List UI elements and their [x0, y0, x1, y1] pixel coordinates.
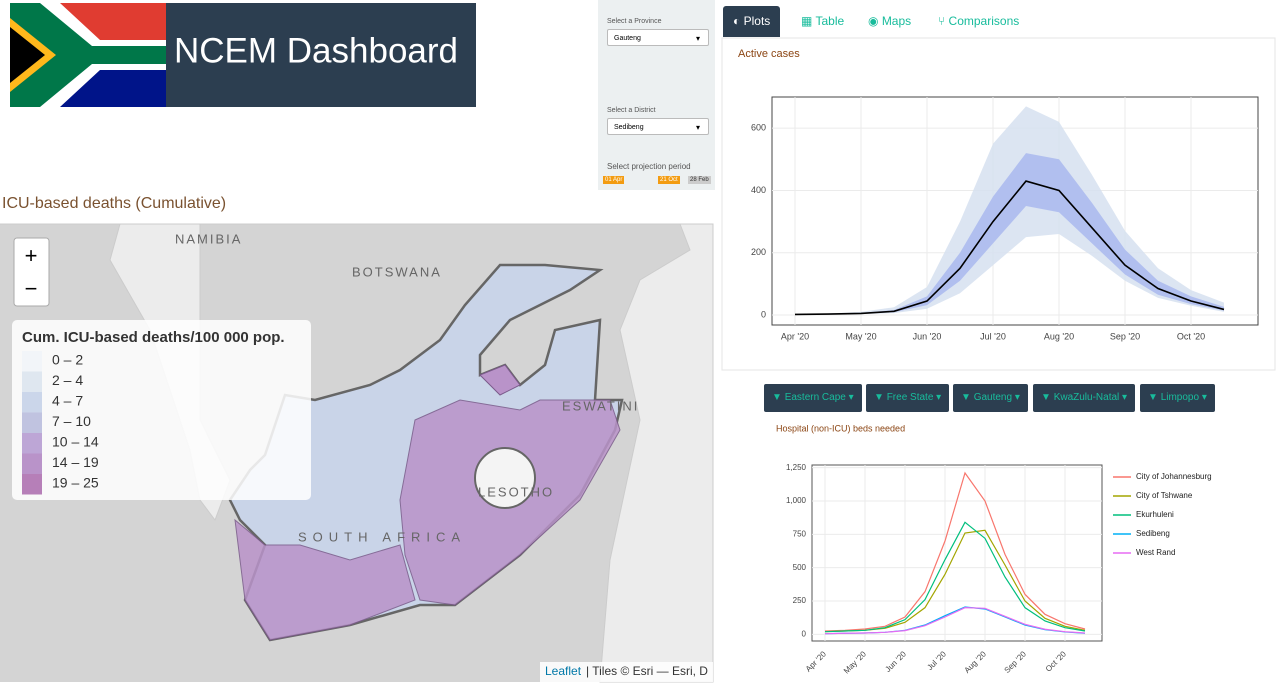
x-tick-label: Jul '20: [980, 331, 1006, 341]
chart-title: Active cases: [738, 48, 800, 60]
lesotho: [474, 447, 536, 509]
legend-label: 19 – 25: [52, 475, 99, 491]
button-label: KwaZulu-Natal: [1053, 392, 1120, 403]
legend-swatch: [22, 474, 42, 495]
legend-label: 10 – 14: [52, 434, 99, 450]
legend-swatch: [22, 412, 42, 433]
label: Select a District: [607, 107, 656, 114]
region-southwest: [234, 518, 416, 641]
tab-label: Comparisons: [948, 14, 1020, 28]
tab[interactable]: ⑂ Comparisons: [938, 14, 1020, 28]
y-tick-label: 1,000: [786, 496, 807, 505]
x-tick-label: May '20: [845, 331, 876, 341]
tab-label: Table: [815, 14, 845, 28]
band: [795, 153, 1224, 315]
district-select[interactable]: Sedibeng: [607, 118, 709, 136]
slider-max: 28 Feb: [688, 176, 711, 184]
map-title: ICU-based deaths (Cumulative): [2, 195, 226, 212]
province-button[interactable]: ▼ Gauteng ▾: [953, 384, 1028, 412]
region-gauteng: [479, 364, 521, 396]
attribution-link[interactable]: Leaflet: [545, 664, 582, 678]
label: Select a Province: [607, 18, 662, 25]
x-tick-label: Jun '20: [913, 331, 942, 341]
button-label: Eastern Cape: [784, 392, 846, 403]
x-tick-label: Jun '20: [883, 649, 908, 674]
slider-start[interactable]: 01 Apr: [603, 176, 625, 184]
chart-title: Hospital (non-ICU) beds needed: [776, 423, 905, 433]
attribution: | Tiles © Esri — Esri, D: [586, 664, 708, 678]
legend-label: 0 – 2: [52, 352, 83, 368]
legend-box: [12, 320, 311, 500]
y-tick-label: 0: [802, 629, 807, 638]
zoom-in[interactable]: +: [25, 243, 38, 268]
x-tick-label: Apr '20: [804, 649, 829, 674]
legend-label: Ekurhuleni: [1136, 510, 1174, 519]
flag: [10, 3, 166, 107]
legend-label: 14 – 19: [52, 454, 99, 470]
header-title: NCEM Dashboard: [174, 31, 458, 70]
x-tick-label: Sep '20: [1110, 331, 1140, 341]
y-tick-label: 0: [761, 309, 766, 319]
line: [824, 471, 1086, 632]
button-label: Gauteng: [973, 392, 1013, 403]
map-label: SOUTH AFRICA: [298, 529, 466, 544]
legend-swatch: [22, 453, 42, 474]
tab[interactable]: ◉ Maps: [868, 14, 912, 28]
y-tick-label: 1,250: [786, 463, 807, 472]
y-tick-label: 600: [751, 123, 766, 133]
y-tick-label: 750: [793, 529, 807, 538]
button-label: Free State: [886, 392, 934, 403]
x-tick-label: May '20: [842, 649, 868, 675]
x-tick-label: Aug '20: [963, 649, 989, 675]
x-tick-label: Aug '20: [1044, 331, 1074, 341]
y-tick-label: 250: [793, 596, 807, 605]
province-select[interactable]: Gauteng: [607, 29, 709, 47]
legend-label: City of Johannesburg: [1136, 472, 1212, 481]
x-tick-label: Sep '20: [1003, 649, 1029, 675]
line: [794, 180, 1225, 316]
x-tick-label: Apr '20: [781, 331, 809, 341]
legend-label: West Rand: [1136, 548, 1175, 557]
tab[interactable]: ▦ Table: [801, 14, 845, 28]
line: [824, 607, 1086, 635]
legend-label: 2 – 4: [52, 372, 83, 388]
legend-swatch: [22, 351, 42, 372]
x-tick-label: Jul '20: [925, 649, 948, 672]
y-tick-label: 200: [751, 247, 766, 257]
y-tick-label: 500: [793, 563, 807, 572]
legend-label: City of Tshwane: [1136, 491, 1193, 500]
legend-label: 4 – 7: [52, 393, 83, 409]
x-tick-label: Oct '20: [1044, 649, 1068, 673]
zoom-out[interactable]: −: [25, 276, 38, 301]
plot-area: [811, 464, 1103, 642]
province-button[interactable]: ▼ Eastern Cape ▾: [764, 384, 862, 412]
zoom-control: [13, 237, 50, 307]
map-label: BOTSWANA: [352, 264, 442, 279]
y-tick-label: 400: [751, 185, 766, 195]
x-tick-label: Oct '20: [1177, 331, 1205, 341]
slider-end[interactable]: 21 Oct: [658, 176, 680, 184]
label: Select projection period: [607, 162, 691, 171]
tab[interactable]: ◐ Plots: [723, 6, 781, 37]
map-label: NAMIBIA: [175, 231, 242, 246]
legend-label: 7 – 10: [52, 413, 91, 429]
tab-label: Plots: [743, 14, 771, 28]
province-button[interactable]: ▼ KwaZulu-Natal ▾: [1033, 384, 1136, 412]
legend-title: Cum. ICU-based deaths/100 000 pop.: [22, 329, 285, 346]
header-bg: [166, 3, 476, 107]
button-label: Limpopo: [1160, 392, 1200, 403]
province-button[interactable]: ▼ Free State ▾: [866, 384, 950, 412]
legend-swatch: [22, 371, 42, 392]
map-label: LESOTHO: [478, 484, 554, 499]
attribution-bg: [540, 662, 713, 682]
legend-swatch: [22, 433, 42, 454]
legend-label: Sedibeng: [1136, 529, 1170, 538]
province-button[interactable]: ▼ Limpopo ▾: [1140, 384, 1215, 412]
tab-label: Maps: [881, 14, 912, 28]
legend-swatch: [22, 392, 42, 413]
line: [824, 521, 1086, 633]
map-label: ESWATINI: [562, 398, 639, 413]
